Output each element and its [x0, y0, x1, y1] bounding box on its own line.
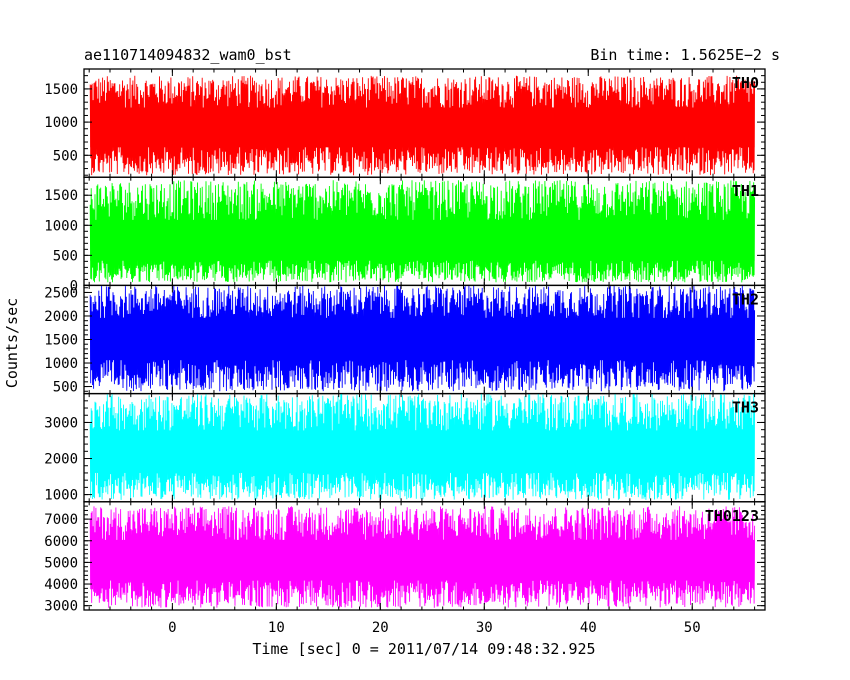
y-tick-label: 500	[53, 148, 78, 164]
x-axis-label: Time [sec] 0 = 2011/07/14 09:48:32.925	[252, 640, 595, 658]
y-tick-label: 2000	[44, 452, 78, 468]
x-tick-label: 0	[168, 620, 176, 636]
panel-label-th3: TH3	[732, 399, 759, 417]
y-tick-label: 7000	[44, 512, 78, 528]
y-tick-label: 1500	[44, 82, 78, 98]
y-tick-label: 1000	[44, 356, 78, 372]
y-tick-label: 500	[53, 380, 78, 396]
series-th0	[89, 75, 756, 176]
y-tick-label: 0	[70, 278, 78, 294]
panel-th3: 1000 2000 3000 TH3	[44, 392, 766, 504]
x-tick-label: 40	[580, 620, 597, 636]
y-tick-label: 5000	[44, 555, 78, 571]
y-tick-label: 1500	[44, 333, 78, 349]
y-tick-label: 1000	[44, 218, 78, 234]
panels-group: 500 1000 1500 TH0 0 500 1000 1500 TH1 500 1000 1500…	[44, 68, 766, 615]
panel-th0123: 3000 4000 5000 6000 7000 TH0123	[44, 501, 766, 615]
panel-th0: 500 1000 1500 TH0	[44, 68, 766, 178]
x-tick-label: 20	[372, 620, 389, 636]
x-tick-label: 30	[476, 620, 493, 636]
panel-frame	[83, 501, 766, 611]
panel-label-th1: TH1	[732, 182, 759, 200]
panel-label-th0123: TH0123	[705, 507, 759, 525]
x-axis: 0 10 20 30 40 50	[168, 620, 700, 636]
chart-title: ae110714094832_wam0_bst	[84, 46, 292, 64]
y-tick-label: 2500	[44, 285, 78, 301]
panel-th2: 500 1000 1500 2000 2500 TH2	[44, 284, 766, 396]
y-tick-label: 1500	[44, 188, 78, 204]
series-th3	[89, 393, 756, 501]
y-tick-label: 3000	[44, 415, 78, 431]
panel-label-th2: TH2	[732, 290, 759, 308]
series-th2	[89, 285, 756, 392]
series-th1	[89, 180, 756, 283]
y-axis-label: Counts/sec	[3, 298, 21, 388]
y-tick-label: 6000	[44, 534, 78, 550]
y-tick-label: 2000	[44, 309, 78, 325]
y-tick-label: 3000	[44, 599, 78, 615]
x-tick-label: 10	[268, 620, 285, 636]
x-tick-label: 50	[684, 620, 701, 636]
y-tick-label: 4000	[44, 577, 78, 593]
y-tick-label: 500	[53, 248, 78, 264]
y-tick-label: 1000	[44, 488, 78, 504]
bin-time-label: Bin time: 1.5625E−2 s	[590, 46, 780, 64]
panel-th1: 0 500 1000 1500 TH1	[44, 176, 766, 294]
panel-label-th0: TH0	[732, 74, 759, 92]
y-tick-label: 1000	[44, 115, 78, 131]
series-th0123	[89, 506, 756, 608]
